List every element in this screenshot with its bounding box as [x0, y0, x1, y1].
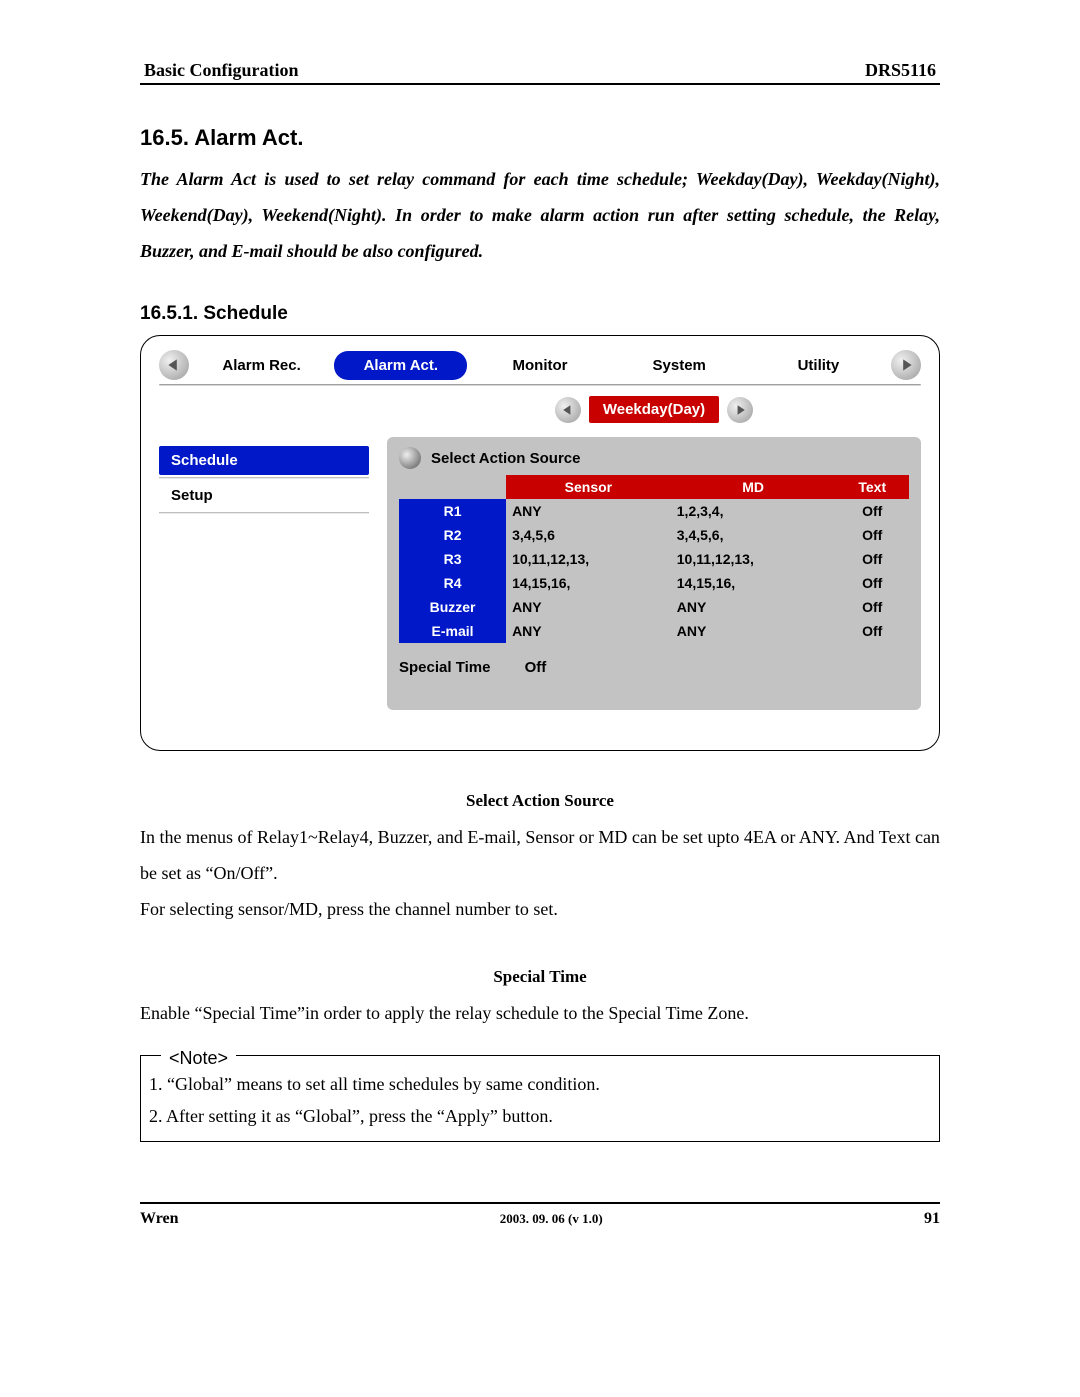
header-right: DRS5116 — [865, 60, 936, 81]
row-label: R1 — [399, 499, 506, 523]
row-label: R2 — [399, 523, 506, 547]
top-tabs: Alarm Rec. Alarm Act. Monitor System Uti… — [159, 350, 921, 380]
note-line: 2. After setting it as “Global”, press t… — [149, 1100, 931, 1132]
table-row[interactable]: R2 3,4,5,6 3,4,5,6, Off — [399, 523, 909, 547]
footer-right: 91 — [924, 1210, 940, 1228]
schedule-next-icon[interactable] — [727, 397, 753, 423]
tab-alarm-rec[interactable]: Alarm Rec. — [195, 351, 328, 380]
sidebar-item-schedule[interactable]: Schedule — [159, 446, 369, 475]
table-header-row: Sensor MD Text — [399, 475, 909, 499]
header-left: Basic Configuration — [144, 60, 299, 81]
cell-text[interactable]: Off — [835, 523, 909, 547]
cell-sensor[interactable]: ANY — [506, 619, 671, 643]
table-row[interactable]: R4 14,15,16, 14,15,16, Off — [399, 571, 909, 595]
tab-system[interactable]: System — [613, 351, 746, 380]
col-md: MD — [671, 475, 836, 499]
caption-special-time: Special Time — [140, 967, 940, 987]
caption-select-action-source: Select Action Source — [140, 791, 940, 811]
note-box: <Note> 1. “Global” means to set all time… — [140, 1055, 940, 1142]
row-label: Buzzer — [399, 595, 506, 619]
page-footer: Wren 2003. 09. 06 (v 1.0) 91 — [140, 1202, 940, 1228]
table-row[interactable]: R3 10,11,12,13, 10,11,12,13, Off — [399, 547, 909, 571]
sidebar: Schedule Setup — [159, 396, 369, 710]
cell-md[interactable]: ANY — [671, 595, 836, 619]
divider — [159, 512, 369, 514]
schedule-selector: Weekday(Day) — [387, 396, 921, 423]
cell-md[interactable]: 14,15,16, — [671, 571, 836, 595]
page-header: Basic Configuration DRS5116 — [140, 60, 940, 85]
note-line: 1. “Global” means to set all time schedu… — [149, 1068, 931, 1100]
cell-text[interactable]: Off — [835, 619, 909, 643]
col-sensor: Sensor — [506, 475, 671, 499]
schedule-pill[interactable]: Weekday(Day) — [589, 396, 719, 423]
cell-sensor[interactable]: 10,11,12,13, — [506, 547, 671, 571]
paragraph: In the menus of Relay1~Relay4, Buzzer, a… — [140, 819, 940, 891]
paragraph: For selecting sensor/MD, press the chann… — [140, 891, 940, 927]
section-intro: The Alarm Act is used to set relay comma… — [140, 161, 940, 269]
schedule-prev-icon[interactable] — [555, 397, 581, 423]
screenshot-region: Alarm Rec. Alarm Act. Monitor System Uti… — [140, 335, 940, 751]
cell-md[interactable]: 1,2,3,4, — [671, 499, 836, 523]
sidebar-item-setup[interactable]: Setup — [159, 481, 369, 510]
cell-sensor[interactable]: ANY — [506, 595, 671, 619]
cell-sensor[interactable]: 14,15,16, — [506, 571, 671, 595]
special-time-value: Off — [525, 659, 547, 676]
special-time-label: Special Time — [399, 659, 490, 676]
row-label: E-mail — [399, 619, 506, 643]
panel-title: Select Action Source — [431, 450, 581, 467]
cell-text[interactable]: Off — [835, 571, 909, 595]
tab-alarm-act[interactable]: Alarm Act. — [334, 351, 467, 380]
footer-center: 2003. 09. 06 (v 1.0) — [500, 1211, 603, 1227]
cell-md[interactable]: 3,4,5,6, — [671, 523, 836, 547]
tab-utility[interactable]: Utility — [752, 351, 885, 380]
action-source-panel: Select Action Source Sensor MD Text R1 A… — [387, 437, 921, 710]
cell-md[interactable]: 10,11,12,13, — [671, 547, 836, 571]
section-title: 16.5. Alarm Act. — [140, 125, 940, 151]
row-label: R3 — [399, 547, 506, 571]
tabs-prev-icon[interactable] — [159, 350, 189, 380]
special-time-row[interactable]: Special Time Off — [399, 659, 909, 676]
table-row[interactable]: Buzzer ANY ANY Off — [399, 595, 909, 619]
cell-sensor[interactable]: ANY — [506, 499, 671, 523]
table-row[interactable]: R1 ANY 1,2,3,4, Off — [399, 499, 909, 523]
col-blank — [399, 475, 506, 499]
globe-icon[interactable] — [399, 447, 421, 469]
action-source-table: Sensor MD Text R1 ANY 1,2,3,4, Off R2 — [399, 475, 909, 643]
cell-sensor[interactable]: 3,4,5,6 — [506, 523, 671, 547]
tabs-next-icon[interactable] — [891, 350, 921, 380]
tab-monitor[interactable]: Monitor — [473, 351, 606, 380]
cell-text[interactable]: Off — [835, 547, 909, 571]
cell-text[interactable]: Off — [835, 595, 909, 619]
divider — [159, 477, 369, 479]
note-label: <Note> — [161, 1042, 236, 1074]
footer-left: Wren — [140, 1210, 179, 1228]
cell-md[interactable]: ANY — [671, 619, 836, 643]
table-row[interactable]: E-mail ANY ANY Off — [399, 619, 909, 643]
col-text: Text — [835, 475, 909, 499]
tabs-underline — [159, 384, 921, 386]
row-label: R4 — [399, 571, 506, 595]
subsection-title: 16.5.1. Schedule — [140, 303, 940, 325]
paragraph: Enable “Special Time”in order to apply t… — [140, 995, 940, 1031]
cell-text[interactable]: Off — [835, 499, 909, 523]
